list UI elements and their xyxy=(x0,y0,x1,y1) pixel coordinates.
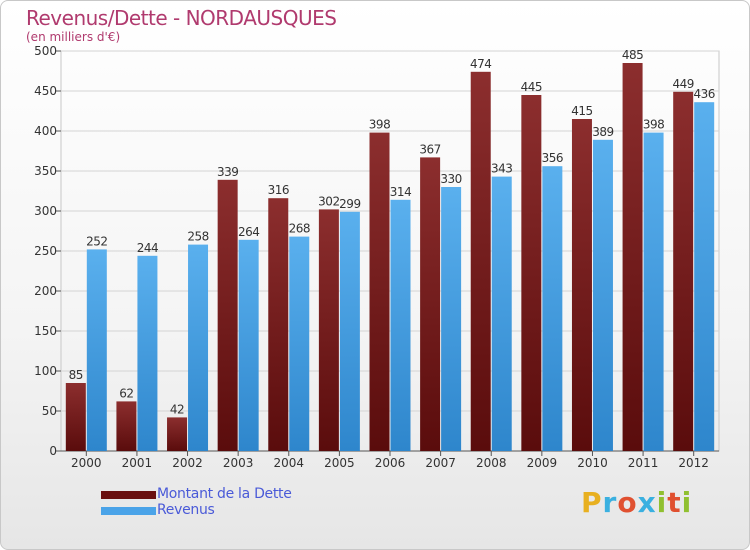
logo-letter: P xyxy=(581,486,603,519)
y-tick-label: 50 xyxy=(42,404,57,418)
legend-label-debt: Montant de la Dette xyxy=(157,486,292,502)
x-tick-label: 2008 xyxy=(476,456,507,470)
y-tick-label: 450 xyxy=(34,84,57,98)
data-label-debt: 485 xyxy=(622,48,643,62)
y-tick-label: 300 xyxy=(34,204,57,218)
bar-revenus xyxy=(542,166,563,451)
bar-revenus xyxy=(188,244,209,451)
bar-revenus xyxy=(592,139,613,452)
bar-debt xyxy=(470,71,491,452)
x-tick-label: 2005 xyxy=(324,456,355,470)
data-label-revenus: 264 xyxy=(238,225,259,239)
bar-revenus xyxy=(289,236,310,451)
x-tick-label: 2009 xyxy=(527,456,558,470)
y-tick-label: 350 xyxy=(34,164,57,178)
data-label-revenus: 314 xyxy=(390,185,411,199)
x-tick-label: 2007 xyxy=(425,456,456,470)
data-label-revenus: 389 xyxy=(592,125,613,139)
x-tick-label: 2002 xyxy=(172,456,203,470)
bar-revenus xyxy=(694,102,715,451)
data-label-debt: 339 xyxy=(217,165,238,179)
logo-letter: i xyxy=(681,486,693,519)
data-label-revenus: 343 xyxy=(491,162,512,176)
bar-debt xyxy=(420,157,441,451)
logo-letter: o xyxy=(617,486,638,519)
bar-revenus xyxy=(390,199,411,451)
data-label-revenus: 244 xyxy=(137,241,158,255)
bar-debt xyxy=(622,63,643,451)
logo-letter: x xyxy=(637,486,657,519)
chart-title: Revenus/Dette - NORDAUSQUES xyxy=(26,6,337,30)
bar-debt xyxy=(65,383,86,451)
y-tick-label: 100 xyxy=(34,364,57,378)
data-label-revenus: 356 xyxy=(542,151,563,165)
y-tick-label: 150 xyxy=(34,324,57,338)
legend-label-revenus: Revenus xyxy=(157,502,215,518)
data-label-revenus: 299 xyxy=(339,197,360,211)
bar-debt xyxy=(217,179,238,452)
y-tick-label: 200 xyxy=(34,284,57,298)
x-tick-label: 2000 xyxy=(71,456,102,470)
legend-swatch-debt xyxy=(101,491,156,499)
y-tick-label: 0 xyxy=(49,444,57,458)
y-tick-label: 400 xyxy=(34,124,57,138)
logo-letter: i xyxy=(656,486,668,519)
data-label-revenus: 398 xyxy=(643,118,664,132)
data-label-debt: 398 xyxy=(369,118,390,132)
x-tick-label: 2012 xyxy=(678,456,709,470)
data-label-debt: 445 xyxy=(521,80,542,94)
data-label-debt: 42 xyxy=(170,402,184,416)
x-tick-label: 2010 xyxy=(577,456,608,470)
data-label-revenus: 252 xyxy=(86,234,107,248)
chart-subtitle: (en milliers d'€) xyxy=(26,30,121,44)
bar-revenus xyxy=(137,255,158,451)
data-label-debt: 316 xyxy=(268,183,289,197)
bar-debt xyxy=(167,417,188,451)
data-label-revenus: 436 xyxy=(693,87,714,101)
bar-debt xyxy=(116,401,137,451)
bar-revenus xyxy=(238,239,259,451)
x-tick-label: 2011 xyxy=(628,456,659,470)
bar-revenus xyxy=(441,187,462,451)
bar-debt xyxy=(268,198,289,451)
y-tick-label: 250 xyxy=(34,244,57,258)
x-tick-label: 2004 xyxy=(273,456,304,470)
data-label-debt: 415 xyxy=(571,104,592,118)
data-label-debt: 302 xyxy=(318,194,339,208)
bar-debt xyxy=(571,119,592,451)
bar-revenus xyxy=(339,211,360,451)
x-tick-label: 2001 xyxy=(122,456,153,470)
bar-debt xyxy=(521,95,542,451)
data-label-revenus: 330 xyxy=(440,172,461,186)
x-tick-label: 2006 xyxy=(375,456,406,470)
x-tick-label: 2003 xyxy=(223,456,254,470)
data-label-debt: 367 xyxy=(419,142,440,156)
bar-debt xyxy=(673,91,694,452)
legend-swatch-revenus xyxy=(101,507,156,515)
data-label-debt: 474 xyxy=(470,57,491,71)
data-label-debt: 62 xyxy=(119,386,133,400)
data-label-revenus: 268 xyxy=(289,222,310,236)
data-label-debt: 85 xyxy=(69,368,83,382)
bar-debt xyxy=(318,209,339,451)
data-label-revenus: 258 xyxy=(187,230,208,244)
bar-debt xyxy=(369,132,390,451)
bar-revenus xyxy=(643,132,664,451)
data-label-debt: 449 xyxy=(672,77,693,91)
logo-letter: t xyxy=(667,486,682,519)
logo-letter: r xyxy=(602,486,618,519)
y-tick-label: 500 xyxy=(34,44,57,58)
bar-revenus xyxy=(491,176,512,451)
proxiti-logo: Proxiti xyxy=(581,486,692,519)
bar-revenus xyxy=(86,249,107,451)
